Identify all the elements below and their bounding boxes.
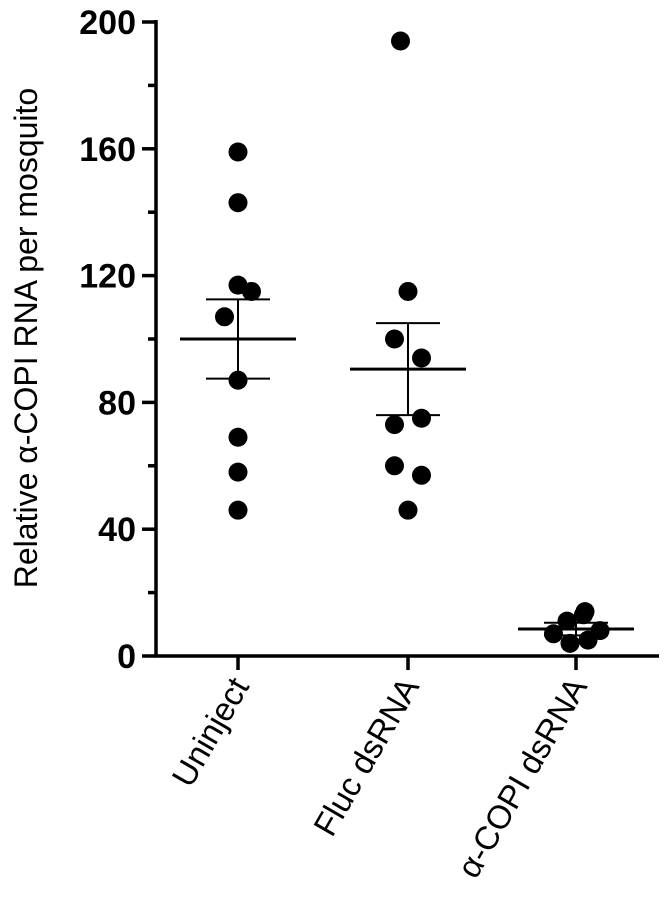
series-group [350,31,466,520]
data-point [228,462,248,482]
data-point [242,281,261,301]
data-point [560,633,580,653]
data-point [412,465,431,485]
data-point [228,193,248,213]
data-point [385,329,404,349]
y-tick-label: 120 [79,258,136,296]
x-tick-label: Uninject [164,671,256,793]
data-point [385,456,404,476]
data-point [228,370,248,390]
data-point [391,31,410,51]
data-point [228,427,248,447]
y-axis-label: Relative α-COPI RNA per mosquito [8,88,44,588]
data-point [385,415,404,435]
data-point [215,307,234,327]
data-point [590,621,610,641]
plot-area [180,31,634,653]
data-point [412,348,431,368]
y-tick-label: 0 [117,638,136,676]
x-tick-label: Fluc dsRNA [306,671,426,842]
data-point [228,500,248,520]
axes: 0 40 80 120 160 200 Uninject Fluc dsRNA α-COPI d… [79,4,659,884]
y-tick-label: 200 [79,4,136,42]
series-group [518,602,634,653]
data-point [228,142,248,162]
data-point [398,500,418,520]
data-point [575,602,595,622]
data-point [412,408,431,428]
y-tick-label: 80 [98,384,136,422]
data-point [398,281,418,301]
data-point [557,611,577,631]
x-tick-label: α-COPI dsRNA [450,671,594,884]
data-point [544,624,563,644]
y-tick-label: 40 [98,511,136,549]
series-group [180,142,296,520]
y-tick-label: 160 [79,131,136,169]
